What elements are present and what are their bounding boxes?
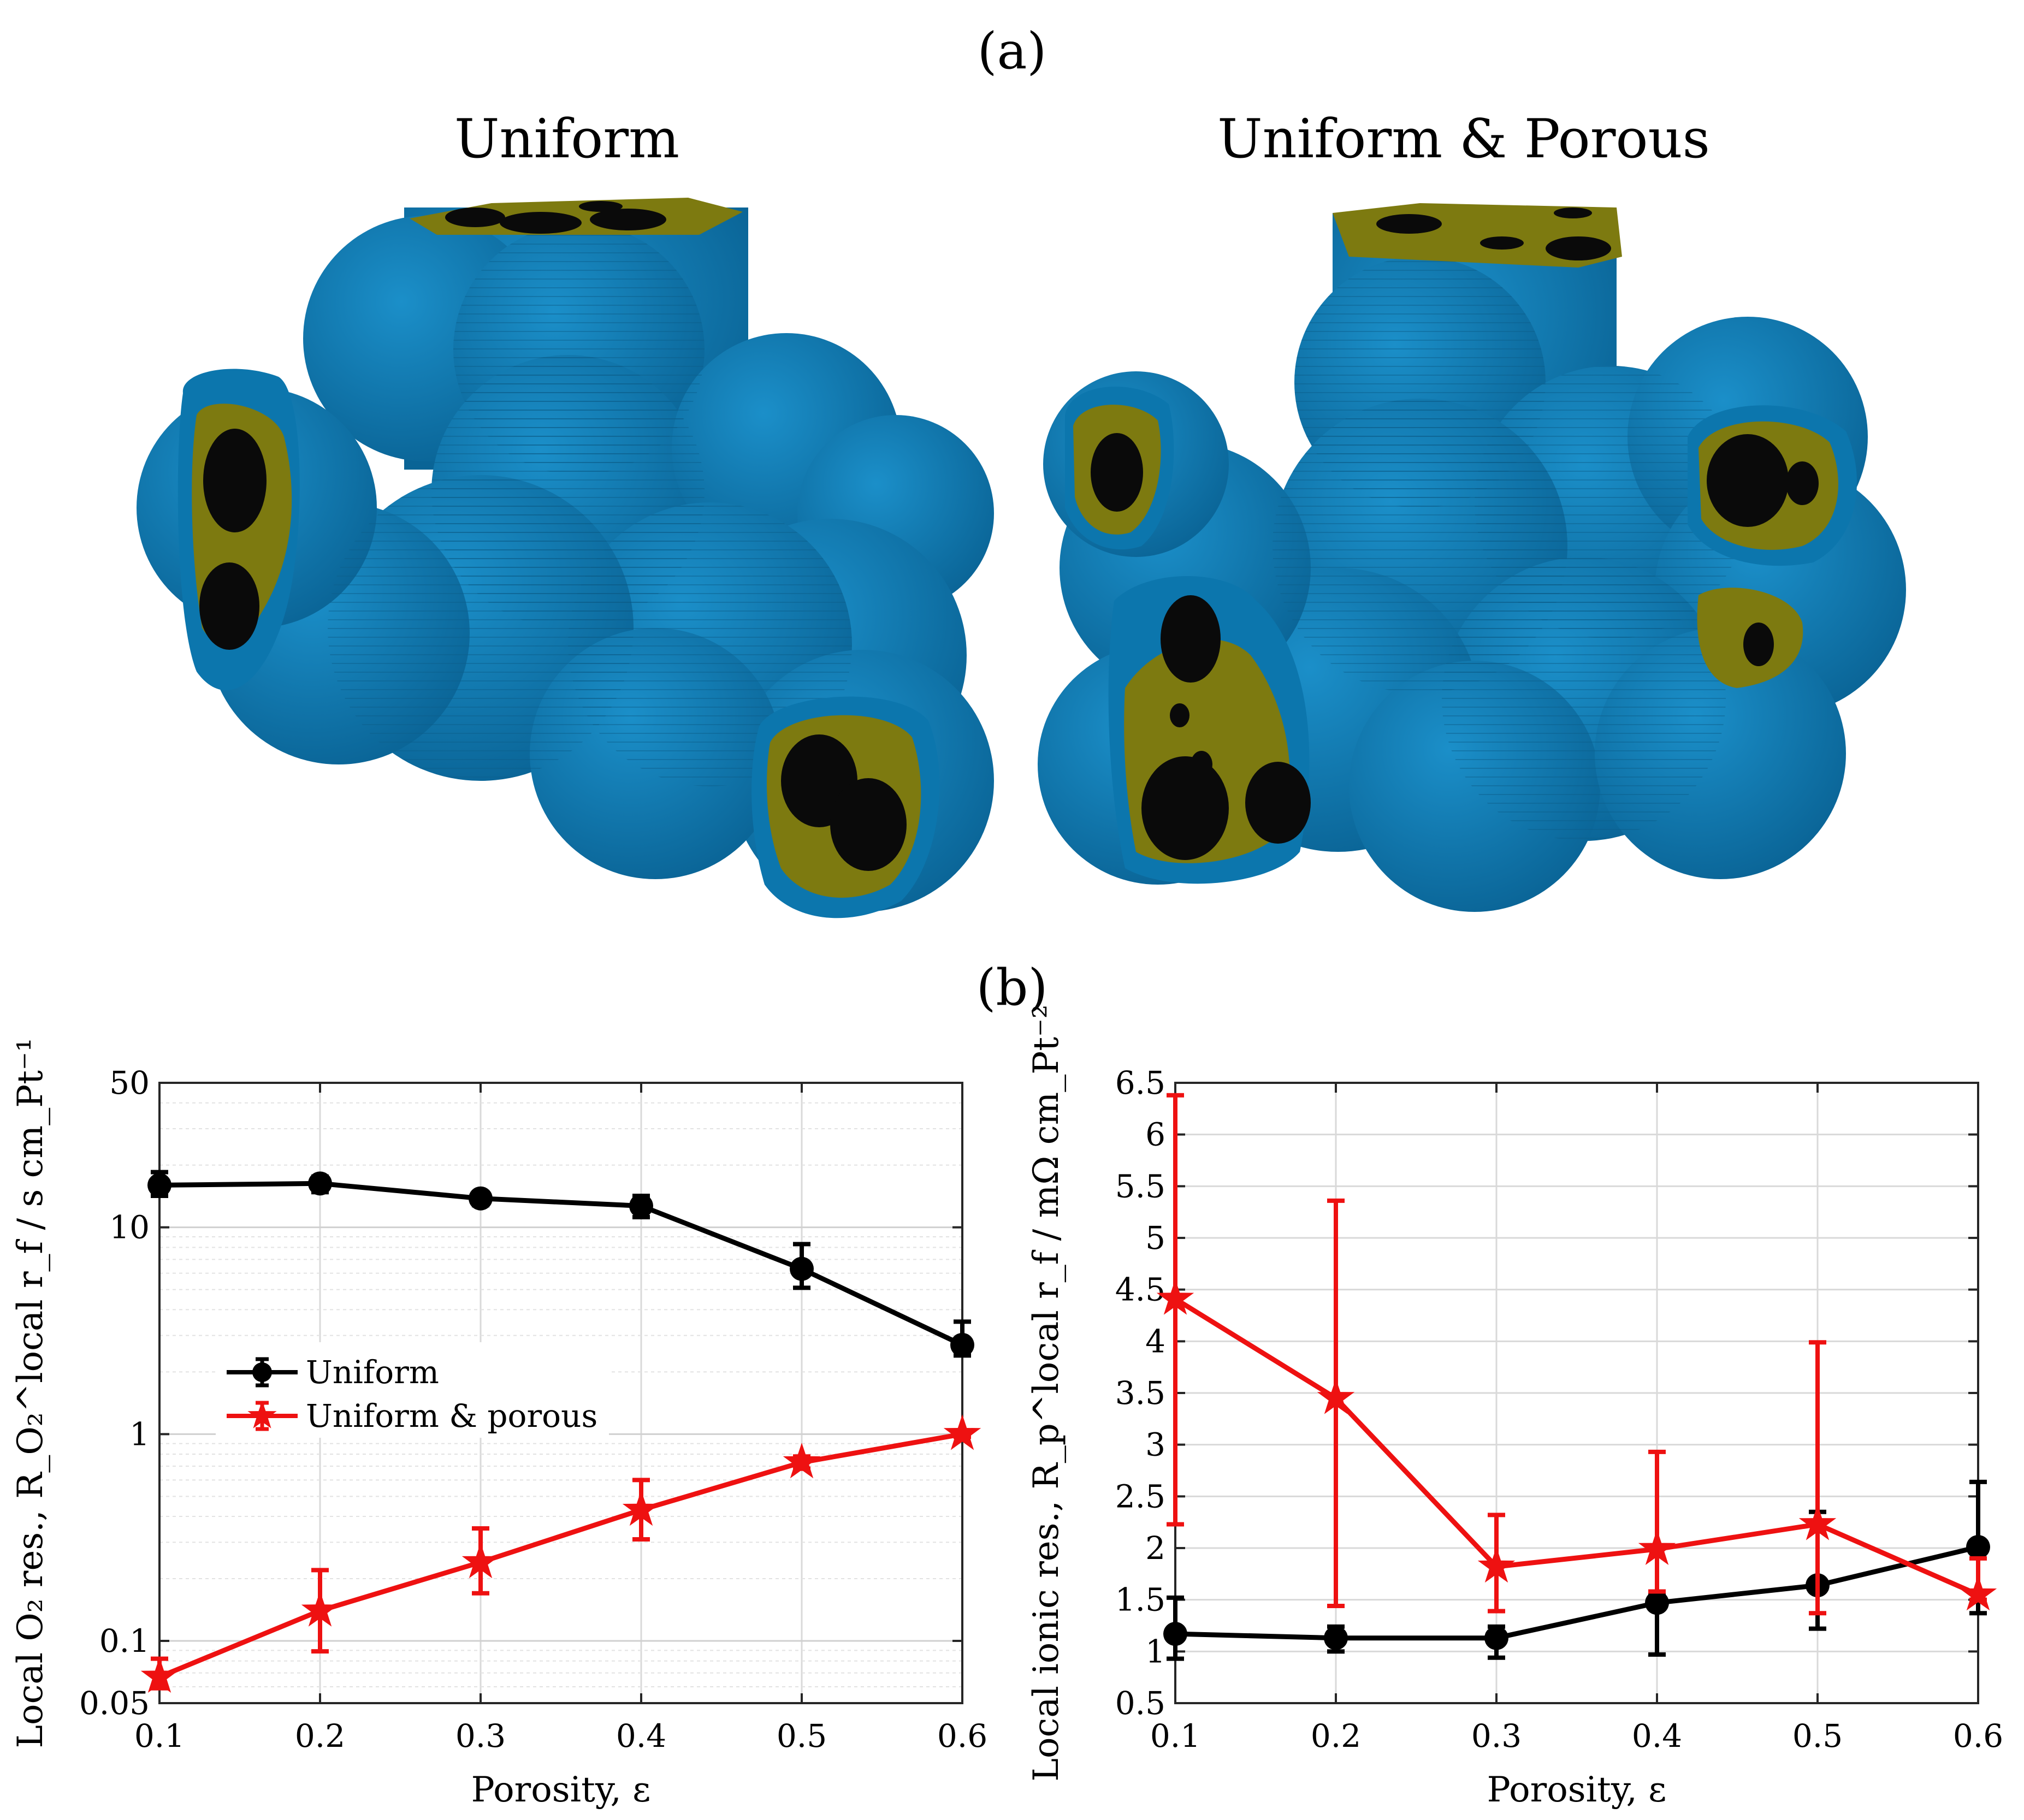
data-point <box>301 1591 339 1627</box>
y-axis-label: Local ionic res., R_p^local r_f / mΩ cm_… <box>1026 1004 1067 1781</box>
x-tick-label: 0.5 <box>777 1717 827 1754</box>
y-tick-label: 1.5 <box>1115 1581 1165 1619</box>
x-axis-label: Porosity, ε <box>1487 1770 1667 1810</box>
x-tick-label: 0.4 <box>616 1717 666 1754</box>
render-uniform <box>137 198 994 918</box>
chart-2: 0.1 0.2 0.3 0.4 0.5 0.6 0.5 1 1.5 2 2.5 3 3.5 4 4.5 5 5.… <box>1026 1004 2003 1810</box>
y-tick-label: 0.5 <box>1115 1685 1165 1722</box>
data-point <box>1959 1575 1997 1611</box>
data-point <box>1798 1504 1837 1540</box>
data-point <box>950 1333 974 1357</box>
data-point <box>783 1443 821 1479</box>
legend: Uniform Uniform & porous <box>216 1342 609 1438</box>
y-tick-label: 1 <box>129 1415 150 1453</box>
data-point <box>1324 1626 1348 1650</box>
x-tick-label: 0.3 <box>1471 1717 1522 1754</box>
series-uniform-porous <box>1156 1093 1997 1616</box>
x-tick-label: 0.2 <box>1311 1717 1361 1754</box>
series-line <box>1174 1296 1979 1597</box>
y-tick-label: 1 <box>1145 1633 1165 1670</box>
x-tick-label: 0.3 <box>455 1717 506 1754</box>
series-line <box>1175 1544 1979 1641</box>
legend-label: Uniform <box>306 1354 439 1391</box>
panel-label-a: (a) <box>977 22 1047 80</box>
data-point <box>1966 1535 1990 1560</box>
data-point <box>943 1414 981 1450</box>
data-point <box>1317 1378 1355 1414</box>
panel-label-b: (b) <box>976 958 1048 1017</box>
data-point <box>622 1490 660 1526</box>
render-title-uniform-porous: Uniform & Porous <box>1217 108 1710 170</box>
y-tick-label: 3 <box>1145 1426 1165 1463</box>
x-tick-label: 0.1 <box>134 1717 185 1754</box>
data-point <box>1645 1591 1669 1615</box>
data-point <box>469 1186 493 1211</box>
y-tick-label: 2.5 <box>1115 1478 1165 1515</box>
voxel-renders <box>137 198 1906 918</box>
series-line <box>159 1181 963 1348</box>
render-uniform-porous <box>1038 203 1906 912</box>
legend-label: Uniform & porous <box>306 1397 597 1434</box>
y-tick-label: 4.5 <box>1115 1271 1165 1308</box>
y-tick-label: 10 <box>109 1209 150 1246</box>
legend-marker <box>247 1401 277 1428</box>
data-point <box>790 1256 814 1281</box>
y-tick-label: 3.5 <box>1115 1374 1165 1412</box>
y-tick-label: 4 <box>1145 1323 1165 1360</box>
y-tick-label: 5.5 <box>1115 1167 1165 1205</box>
x-tick-label: 0.5 <box>1792 1717 1843 1754</box>
x-tick-label: 0.6 <box>937 1717 987 1754</box>
chart-1: 0.1 0.2 0.3 0.4 0.5 0.60.050.111050Porosity, … <box>10 1038 987 1810</box>
axes-frame <box>158 1082 963 1704</box>
data-point <box>1156 1279 1194 1315</box>
data-point <box>1484 1626 1508 1650</box>
y-tick-label: 5 <box>1145 1219 1165 1256</box>
y-tick-label: 0.05 <box>79 1685 150 1722</box>
y-tick-label: 6.5 <box>1115 1064 1165 1101</box>
y-tick-label: 50 <box>109 1064 150 1101</box>
series-uniform <box>147 1170 974 1358</box>
x-tick-label: 0.6 <box>1953 1717 2003 1754</box>
y-tick-label: 0.1 <box>99 1622 150 1659</box>
data-point <box>308 1171 332 1196</box>
data-point <box>629 1194 653 1218</box>
y-axis-label: Local O₂ res., R_O₂^local r_f / s cm_Pt⁻… <box>10 1038 51 1748</box>
data-point <box>461 1543 500 1579</box>
data-point <box>1477 1547 1516 1583</box>
series-line <box>158 1431 963 1680</box>
x-tick-label: 0.1 <box>1150 1717 1200 1754</box>
y-tick-label: 2 <box>1145 1529 1165 1567</box>
data-point <box>140 1657 179 1693</box>
y-tick-label: 6 <box>1145 1116 1165 1153</box>
data-point <box>1163 1622 1187 1646</box>
x-tick-label: 0.4 <box>1632 1717 1682 1754</box>
x-tick-label: 0.2 <box>295 1717 345 1754</box>
x-axis-label: Porosity, ε <box>471 1770 651 1810</box>
data-point <box>147 1173 171 1197</box>
render-title-uniform: Uniform <box>454 108 680 170</box>
data-point <box>1638 1529 1676 1565</box>
series-uniform-porous <box>140 1414 981 1693</box>
legend-marker <box>252 1362 272 1382</box>
legend-box <box>216 1342 609 1438</box>
